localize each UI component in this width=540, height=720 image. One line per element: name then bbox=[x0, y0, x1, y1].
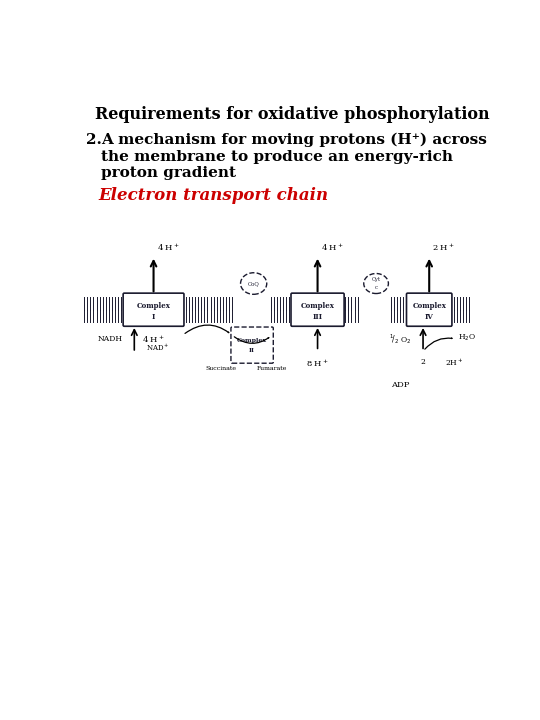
Ellipse shape bbox=[364, 274, 388, 294]
Text: proton gradient: proton gradient bbox=[101, 166, 236, 181]
FancyBboxPatch shape bbox=[231, 327, 273, 363]
Text: Cyt: Cyt bbox=[372, 277, 381, 282]
Text: I: I bbox=[152, 312, 155, 320]
Text: ADP: ADP bbox=[391, 381, 409, 389]
Text: II: II bbox=[249, 348, 255, 353]
Text: 4 H$^+$: 4 H$^+$ bbox=[157, 242, 180, 253]
Text: 2H$^+$: 2H$^+$ bbox=[444, 356, 463, 368]
Text: III: III bbox=[313, 312, 322, 320]
Ellipse shape bbox=[240, 273, 267, 294]
Text: NADH: NADH bbox=[98, 335, 123, 343]
FancyArrowPatch shape bbox=[425, 338, 452, 349]
Text: Complex: Complex bbox=[237, 338, 267, 343]
Text: NAD$^+$: NAD$^+$ bbox=[146, 343, 170, 354]
Text: H$_2$O: H$_2$O bbox=[458, 332, 477, 343]
Text: IV: IV bbox=[425, 312, 434, 320]
Text: Complex: Complex bbox=[412, 302, 446, 310]
Text: Complex: Complex bbox=[301, 302, 334, 310]
Text: the membrane to produce an energy-rich: the membrane to produce an energy-rich bbox=[101, 150, 453, 163]
Text: A mechanism for moving protons (H⁺) across: A mechanism for moving protons (H⁺) acro… bbox=[101, 132, 487, 147]
Text: 2.: 2. bbox=[86, 132, 102, 147]
Text: Fumarate: Fumarate bbox=[257, 366, 287, 371]
FancyBboxPatch shape bbox=[291, 293, 344, 326]
FancyArrowPatch shape bbox=[234, 337, 269, 343]
Text: 4 H$^+$: 4 H$^+$ bbox=[321, 242, 343, 253]
Text: 2 H$^+$: 2 H$^+$ bbox=[433, 242, 455, 253]
Text: 2: 2 bbox=[421, 358, 426, 366]
Text: Electron transport chain: Electron transport chain bbox=[98, 186, 328, 204]
Text: CoQ: CoQ bbox=[248, 281, 260, 286]
FancyArrowPatch shape bbox=[185, 325, 229, 333]
Text: 8 H$^+$: 8 H$^+$ bbox=[306, 357, 329, 369]
Text: 4 H$^+$: 4 H$^+$ bbox=[142, 333, 165, 345]
Text: Complex: Complex bbox=[137, 302, 171, 310]
Text: Requirements for oxidative phosphorylation: Requirements for oxidative phosphorylati… bbox=[95, 106, 489, 122]
FancyBboxPatch shape bbox=[407, 293, 452, 326]
Text: c: c bbox=[375, 285, 377, 290]
FancyBboxPatch shape bbox=[123, 293, 184, 326]
Text: Succinate: Succinate bbox=[206, 366, 237, 371]
Text: $^{1}\!/_{2}$ O$_2$: $^{1}\!/_{2}$ O$_2$ bbox=[389, 332, 411, 346]
